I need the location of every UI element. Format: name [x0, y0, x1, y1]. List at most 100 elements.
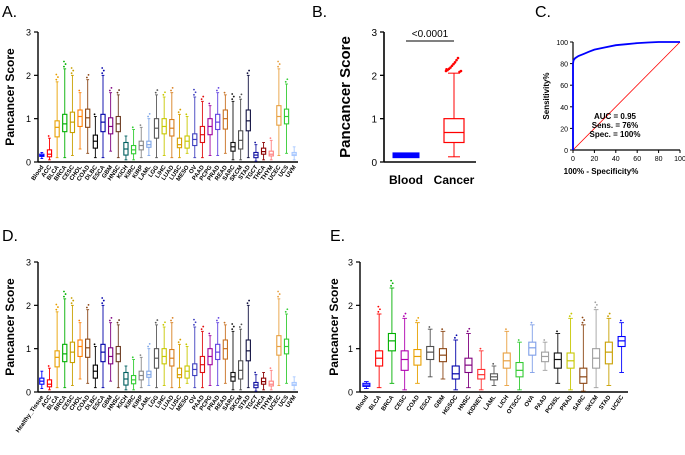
chart-A-box-blca: [54, 73, 60, 159]
chart-E-box-body: [617, 335, 626, 348]
chart-A-box-thca: [260, 142, 267, 161]
chart-D-box-pcpg: [207, 332, 213, 386]
chart-D-box-kich: [123, 365, 129, 391]
chart-A-box-pcpg: [207, 102, 213, 156]
chart-D-outlier: [57, 306, 59, 308]
chart-D-outlier: [147, 345, 149, 348]
chart-A-box-hnsc: [115, 89, 121, 159]
chart-A-outlier: [238, 96, 241, 98]
chart-E-box-hnsc: [464, 327, 473, 389]
chart-D-box-prad: [215, 317, 221, 386]
chart-A-box-body: [276, 105, 282, 126]
chart-D-outlier: [64, 293, 67, 295]
chart-A-outlier: [217, 87, 220, 89]
chart-D-outlier: [148, 343, 151, 345]
chart-E-outlier: [583, 319, 586, 321]
chart-D-outlier: [116, 321, 119, 324]
chart-E-outlier: [505, 328, 507, 331]
chart-D-outlier: [70, 297, 73, 299]
chart-C-y-tick-label: 60: [560, 83, 568, 90]
chart-D-box-tgct: [253, 371, 259, 392]
chart-D-outlier: [193, 318, 195, 321]
chart-A-box-cesc: [69, 67, 76, 156]
chart-D-outlier: [78, 319, 81, 322]
chart-D-outlier: [102, 299, 105, 302]
chart-A-box-body: [222, 109, 229, 130]
chart-B-y-tick-label: 2: [371, 71, 377, 82]
chart-E-box-ucec: [617, 319, 626, 373]
chart-A-outlier: [240, 93, 243, 96]
chart-A-outlier: [47, 135, 50, 137]
chart-E-box-body: [426, 345, 435, 361]
chart-C-x-tick-label: 100: [674, 156, 685, 163]
chart-E-box-pcnsl: [553, 330, 562, 384]
chart-A-outlier: [55, 78, 58, 81]
chart-E-outlier: [492, 362, 495, 365]
chart-B-y-axis-label: Pancancer Score: [337, 36, 354, 158]
chart-B-category-label-blood: Blood: [389, 173, 423, 187]
chart-D-box-brca: [62, 290, 68, 389]
chart-E-outlier: [517, 339, 520, 341]
chart-A-y-axis-label: Pancancer Score: [3, 48, 17, 146]
chart-D-outlier: [208, 332, 211, 335]
chart-B-y-tick-label: 3: [371, 28, 377, 39]
chart-E-outlier: [379, 308, 381, 311]
chart-A-outlier: [162, 93, 165, 96]
chart-A-box-body: [62, 113, 68, 133]
chart-D-outlier: [156, 319, 159, 321]
chart-D-outlier: [63, 295, 65, 298]
chart-A-outlier: [179, 108, 182, 111]
chart-A-outlier: [216, 89, 218, 92]
chart-D-outlier: [179, 338, 182, 341]
chart-A-box-ucs: [283, 78, 290, 154]
chart-E-y-axis-label: Pancancer Score: [327, 278, 341, 376]
chart-E-category-label: SKCM: [585, 395, 600, 413]
chart-E-y-tick-label: 1: [348, 344, 353, 354]
chart-A-outlier: [202, 95, 205, 98]
chart-D-box-dlbc: [92, 343, 99, 389]
panel-letter-b: B.: [312, 4, 328, 21]
chart-C-x-tick-label: 40: [612, 156, 620, 163]
chart-A-outlier: [223, 91, 226, 94]
chart-B-box-body: [443, 118, 465, 144]
chart-E-box-prad: [566, 312, 575, 391]
chart-A-outlier: [102, 69, 105, 72]
chart-A-outlier: [194, 91, 197, 94]
chart-A-outlier: [231, 93, 234, 95]
chart-A-box-body: [46, 149, 53, 158]
chart-D-box-lihc: [161, 321, 167, 386]
chart-D-box-ucs: [283, 308, 290, 384]
chart-A-outlier: [171, 87, 174, 89]
chart-A-box-chol: [77, 89, 83, 150]
chart-D-outlier: [72, 299, 75, 302]
chart-D-outlier: [185, 343, 188, 346]
panel-letter-a: A.: [2, 4, 18, 21]
chart-D-outlier: [162, 323, 165, 326]
chart-D-outlier: [223, 321, 226, 324]
chart-D-box-chol: [77, 319, 83, 380]
chart-D-outlier: [231, 323, 234, 325]
chart-D-box-kirc: [130, 356, 137, 391]
chart-A-box-thym: [268, 137, 274, 161]
chart-E-box-blood: [362, 381, 371, 389]
chart-A-y-tick-label: 2: [26, 71, 31, 81]
chart-D-outlier: [286, 308, 289, 311]
chart-E-category-label: OVA: [524, 394, 536, 408]
chart-D-box-read: [222, 321, 229, 384]
chart-D-category-label: Healthy_Tissue: [15, 394, 45, 434]
panel-letter-e: E.: [330, 228, 346, 245]
chart-C-roc-curve: [572, 41, 680, 150]
panel-letter-d: D.: [2, 228, 18, 245]
chart-A-outlier: [118, 89, 120, 91]
chart-D-outlier: [86, 306, 88, 309]
chart-C-y-tick-label: 80: [560, 62, 568, 69]
chart-E-box-coad: [413, 317, 422, 384]
chart-A-outlier: [231, 98, 234, 101]
chart-E-outlier: [454, 336, 456, 339]
chart-D-outlier: [131, 356, 134, 359]
chart-D-y-tick-label: 0: [26, 388, 31, 398]
chart-B-outlier: [445, 67, 448, 71]
chart-E-box-cesc: [400, 312, 409, 391]
chart-A-box-kirc: [130, 126, 137, 161]
chart-E-outlier: [415, 319, 418, 322]
